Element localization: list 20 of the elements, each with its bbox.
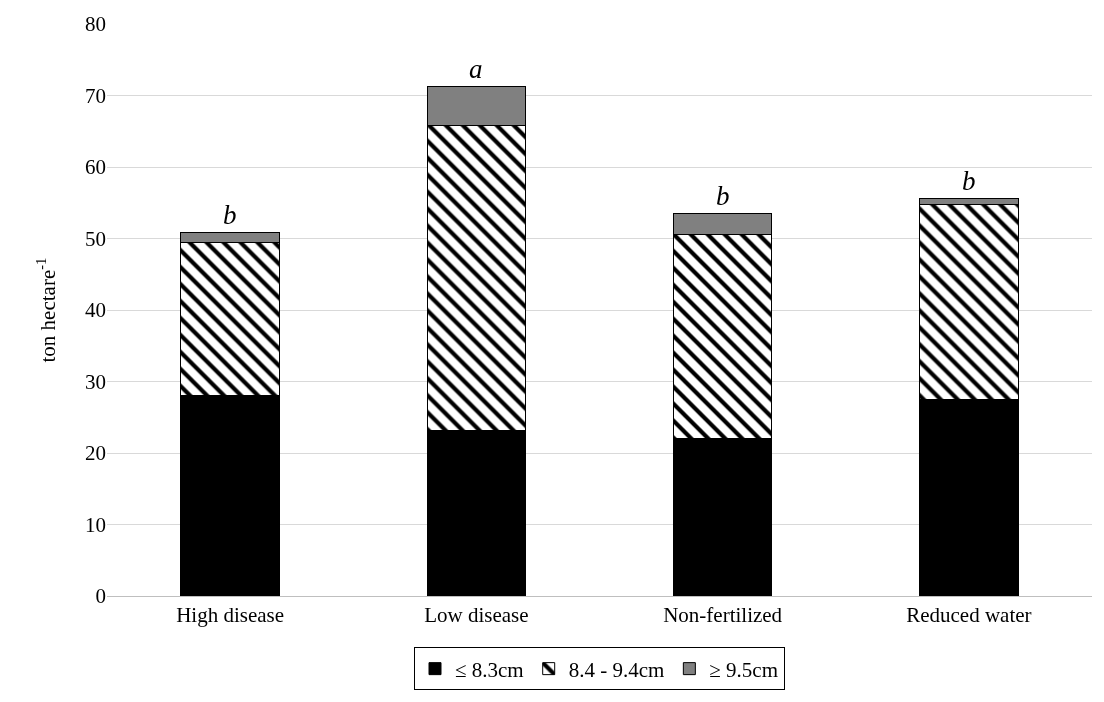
- annotation: b: [716, 181, 730, 211]
- y-tick-label: 70: [85, 83, 106, 108]
- legend-label: ≤ 8.3cm: [455, 657, 524, 682]
- annotation: a: [469, 54, 483, 84]
- y-tick-label: 80: [85, 12, 106, 37]
- legend-label: 8.4 - 9.4cm: [568, 657, 665, 682]
- y-tick-label: 40: [85, 298, 106, 323]
- y-tick-label: 30: [85, 369, 106, 394]
- x-tick-label: Low disease: [424, 603, 529, 628]
- y-tick-label: 60: [85, 155, 106, 180]
- y-tick-label: 0: [95, 584, 106, 609]
- y-tick-label: 10: [85, 512, 106, 537]
- x-tick-label: High disease: [176, 603, 285, 628]
- annotation: b: [223, 200, 237, 230]
- legend-label: ≥ 9.5cm: [709, 657, 779, 682]
- x-tick-label: Non-fertilized: [663, 603, 783, 628]
- y-tick-label: 50: [85, 226, 106, 251]
- annotation: b: [962, 166, 976, 196]
- x-tick-label: Reduced water: [906, 603, 1032, 628]
- y-tick-label: 20: [85, 441, 106, 466]
